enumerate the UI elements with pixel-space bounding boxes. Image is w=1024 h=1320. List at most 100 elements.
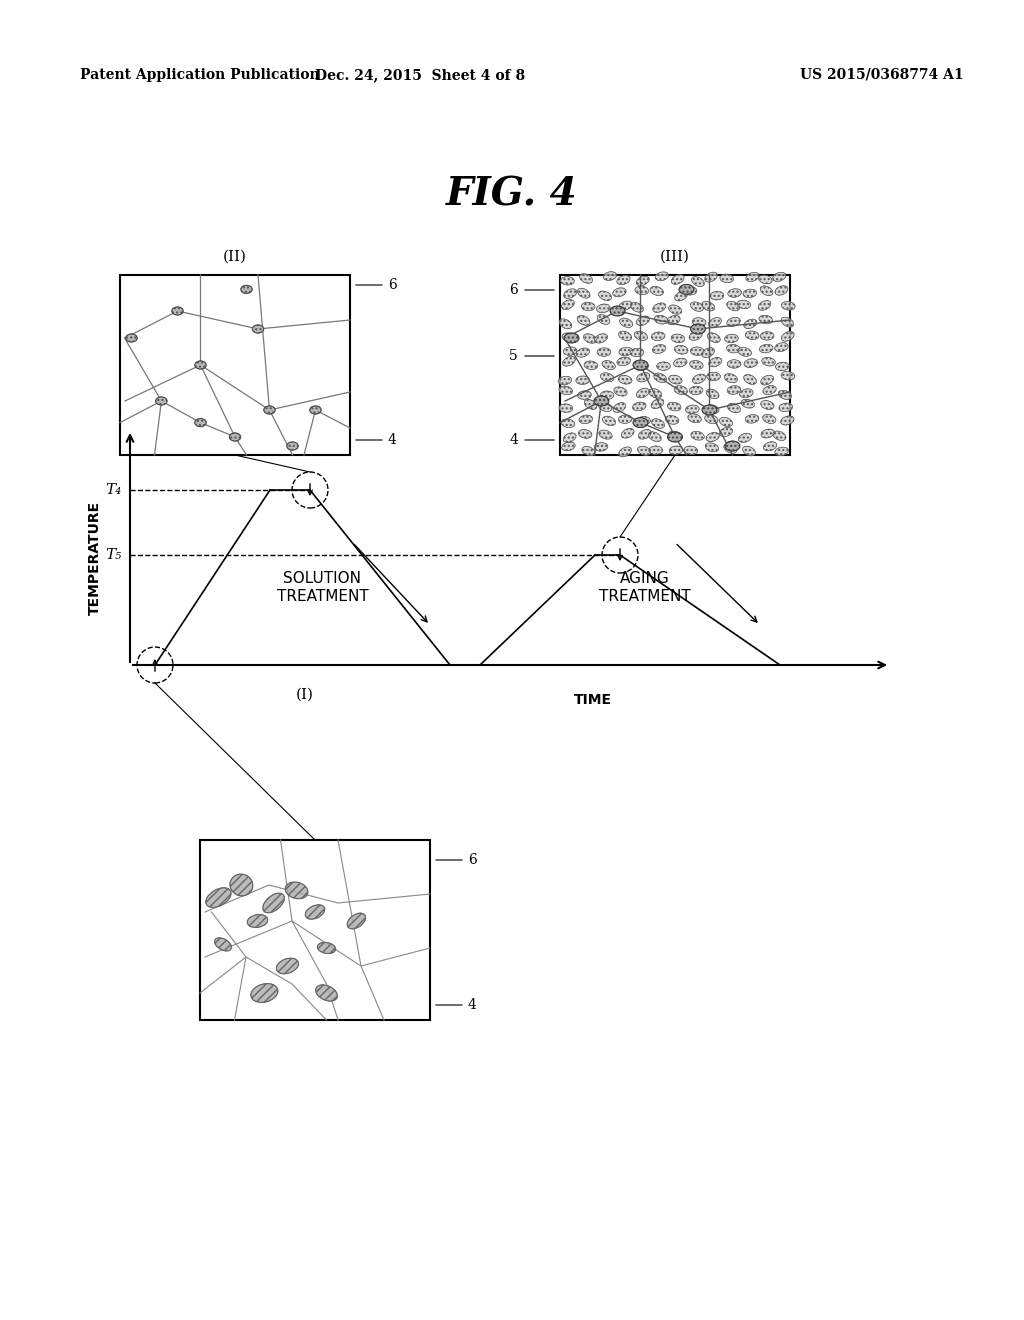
Ellipse shape [743, 289, 757, 298]
Ellipse shape [636, 276, 649, 285]
Text: 4: 4 [509, 433, 518, 447]
Ellipse shape [775, 447, 788, 455]
Text: (III): (III) [660, 249, 690, 264]
Text: FIG. 4: FIG. 4 [446, 176, 578, 214]
Ellipse shape [584, 334, 597, 343]
Ellipse shape [759, 315, 772, 323]
Bar [200, 840, 430, 1020]
Ellipse shape [636, 388, 649, 397]
Ellipse shape [584, 360, 598, 370]
Ellipse shape [724, 444, 736, 453]
Ellipse shape [613, 403, 626, 412]
Ellipse shape [612, 288, 626, 297]
Ellipse shape [775, 285, 787, 296]
Ellipse shape [781, 331, 795, 342]
Ellipse shape [287, 442, 298, 450]
Ellipse shape [637, 372, 650, 381]
Ellipse shape [739, 389, 753, 397]
Ellipse shape [616, 276, 630, 285]
Ellipse shape [649, 388, 662, 399]
Ellipse shape [762, 358, 775, 366]
Text: T₄: T₄ [105, 483, 122, 498]
Ellipse shape [558, 376, 571, 385]
Text: Patent Application Publication: Patent Application Publication [80, 69, 319, 82]
Ellipse shape [775, 343, 788, 351]
Ellipse shape [675, 346, 688, 354]
Ellipse shape [315, 985, 337, 1001]
Ellipse shape [781, 371, 795, 380]
Ellipse shape [564, 333, 579, 343]
Ellipse shape [206, 888, 231, 907]
Ellipse shape [674, 358, 687, 367]
Ellipse shape [578, 288, 590, 298]
Ellipse shape [683, 286, 697, 296]
Ellipse shape [559, 385, 572, 395]
Text: TIME: TIME [573, 693, 611, 708]
Ellipse shape [602, 416, 615, 425]
Ellipse shape [690, 323, 706, 334]
Ellipse shape [671, 334, 685, 343]
Ellipse shape [761, 429, 774, 438]
Ellipse shape [692, 318, 706, 326]
Ellipse shape [616, 358, 631, 366]
Ellipse shape [759, 275, 772, 284]
Ellipse shape [247, 915, 267, 928]
Ellipse shape [562, 356, 575, 366]
Ellipse shape [764, 442, 776, 451]
Ellipse shape [562, 442, 575, 451]
Ellipse shape [760, 331, 774, 341]
Ellipse shape [633, 360, 648, 370]
Ellipse shape [172, 308, 183, 315]
Ellipse shape [561, 418, 574, 428]
Ellipse shape [562, 333, 575, 342]
Ellipse shape [691, 432, 705, 440]
Ellipse shape [578, 391, 591, 400]
Ellipse shape [126, 334, 137, 342]
Ellipse shape [317, 942, 336, 953]
Ellipse shape [618, 347, 633, 356]
Text: 4: 4 [468, 998, 477, 1012]
Ellipse shape [561, 300, 574, 309]
Ellipse shape [669, 432, 682, 440]
Ellipse shape [709, 358, 722, 367]
Ellipse shape [763, 385, 776, 395]
Ellipse shape [773, 272, 785, 281]
Ellipse shape [781, 301, 795, 310]
Ellipse shape [727, 385, 740, 395]
Ellipse shape [347, 913, 366, 929]
Ellipse shape [156, 397, 167, 405]
Ellipse shape [689, 331, 702, 341]
Ellipse shape [229, 433, 241, 441]
Text: (I): (I) [296, 688, 314, 702]
Text: US 2015/0368774 A1: US 2015/0368774 A1 [800, 69, 964, 82]
Ellipse shape [654, 315, 668, 325]
Ellipse shape [701, 301, 715, 312]
Ellipse shape [778, 391, 792, 400]
Ellipse shape [667, 315, 680, 325]
Ellipse shape [688, 414, 701, 422]
Ellipse shape [263, 894, 285, 913]
Ellipse shape [738, 347, 752, 356]
Ellipse shape [585, 400, 597, 409]
Ellipse shape [707, 372, 720, 380]
Ellipse shape [618, 414, 632, 424]
Ellipse shape [578, 315, 590, 325]
Ellipse shape [745, 331, 759, 339]
Ellipse shape [618, 331, 632, 341]
Ellipse shape [690, 302, 703, 312]
Ellipse shape [230, 874, 253, 896]
Ellipse shape [706, 405, 719, 413]
Ellipse shape [707, 389, 719, 399]
Ellipse shape [195, 360, 206, 370]
Ellipse shape [241, 285, 252, 293]
Ellipse shape [738, 433, 752, 442]
Ellipse shape [674, 385, 687, 395]
Ellipse shape [252, 325, 263, 333]
Ellipse shape [711, 292, 724, 300]
Ellipse shape [635, 362, 648, 371]
Ellipse shape [761, 375, 773, 385]
Text: Dec. 24, 2015  Sheet 4 of 8: Dec. 24, 2015 Sheet 4 of 8 [315, 69, 525, 82]
Text: AGING
TREATMENT: AGING TREATMENT [599, 572, 691, 603]
Ellipse shape [650, 286, 664, 296]
Ellipse shape [563, 433, 577, 442]
